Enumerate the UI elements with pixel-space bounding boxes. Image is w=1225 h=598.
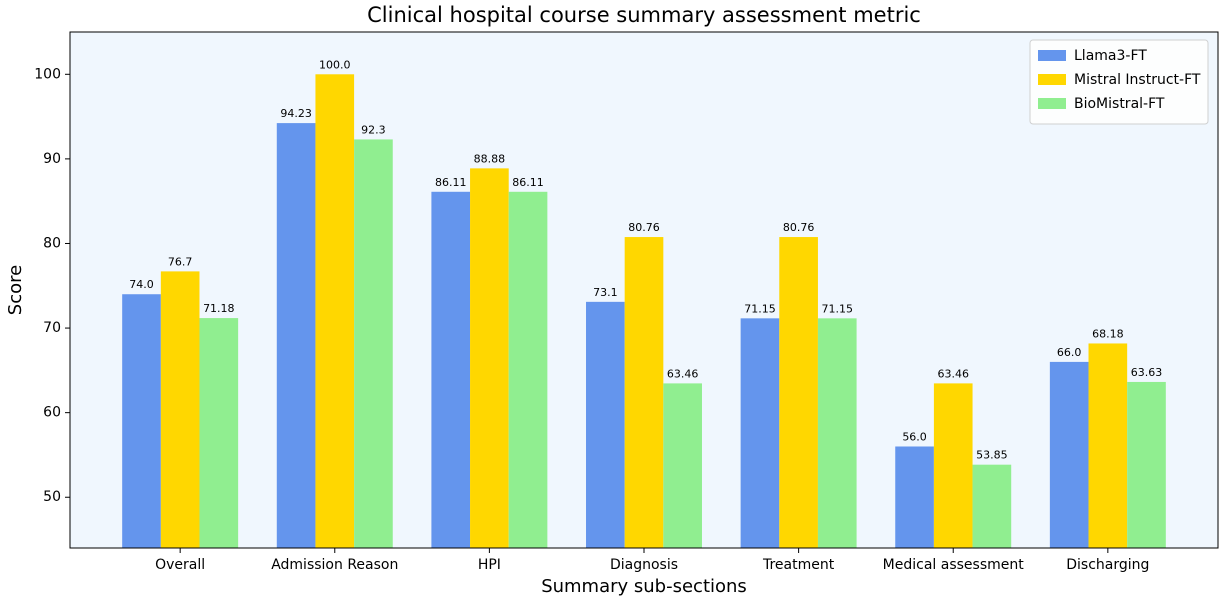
bar — [624, 237, 664, 548]
value-label: 63.46 — [937, 367, 969, 380]
legend-label: Mistral Instruct-FT — [1074, 72, 1201, 88]
value-label: 76.7 — [168, 255, 193, 268]
legend-label: BioMistral-FT — [1074, 96, 1165, 112]
value-label: 53.85 — [976, 449, 1008, 462]
bar — [972, 464, 1012, 548]
y-tick-label: 100 — [34, 66, 61, 82]
y-axis-label: Score — [5, 265, 26, 315]
value-label: 92.3 — [361, 123, 386, 136]
bar — [122, 294, 161, 548]
value-label: 71.15 — [744, 302, 776, 315]
value-label: 94.23 — [280, 107, 312, 120]
bar — [779, 237, 818, 548]
value-label: 71.18 — [203, 302, 235, 315]
legend-box — [1029, 39, 1209, 125]
x-tick-label: Diagnosis — [610, 557, 678, 573]
value-label: 73.1 — [593, 286, 618, 299]
bar — [199, 318, 239, 548]
value-label: 63.63 — [1131, 366, 1163, 379]
bar — [431, 191, 471, 548]
legend-swatch — [1038, 50, 1066, 61]
legend-label: Llama3-FT — [1074, 48, 1147, 64]
value-label: 74.0 — [129, 278, 154, 291]
bar — [895, 446, 934, 548]
value-label: 63.46 — [667, 367, 699, 380]
value-label: 80.76 — [628, 221, 660, 234]
x-axis-label: Summary sub-sections — [541, 576, 747, 597]
bar — [817, 318, 857, 548]
plot-frame — [69, 31, 1219, 549]
bar — [1049, 361, 1089, 548]
value-label: 66.0 — [1057, 346, 1082, 359]
value-label: 86.11 — [512, 176, 544, 189]
x-tick-label: HPI — [478, 557, 501, 573]
x-tick-label: Admission Reason — [271, 557, 398, 573]
value-label: 71.15 — [822, 302, 854, 315]
bar — [586, 301, 625, 548]
x-tick-label: Treatment — [762, 557, 835, 573]
value-label: 88.88 — [474, 152, 506, 165]
bar — [315, 74, 355, 549]
y-tick-label: 90 — [43, 151, 61, 167]
y-tick-label: 70 — [43, 320, 61, 336]
y-tick-label: 60 — [43, 405, 61, 421]
bar — [160, 271, 200, 548]
value-label: 80.76 — [783, 221, 815, 234]
x-tick-label: Discharging — [1066, 557, 1149, 573]
bar — [1127, 381, 1166, 548]
bar — [470, 168, 509, 548]
legend-swatch — [1038, 74, 1066, 85]
bar — [663, 383, 702, 548]
y-tick-label: 80 — [43, 235, 61, 251]
chart-title: Clinical hospital course summary assessm… — [367, 3, 921, 27]
value-label: 68.18 — [1092, 327, 1124, 340]
bar — [740, 318, 780, 548]
x-tick-label: Overall — [155, 557, 205, 573]
value-label: 100.0 — [319, 58, 351, 71]
value-label: 86.11 — [435, 176, 467, 189]
value-label: 56.0 — [902, 430, 927, 443]
bar — [508, 191, 548, 548]
bar — [933, 383, 973, 548]
bar — [276, 123, 316, 548]
bar — [1088, 343, 1128, 548]
bar — [354, 139, 393, 548]
y-tick-label: 50 — [43, 489, 61, 505]
legend-swatch — [1038, 98, 1066, 109]
x-tick-label: Medical assessment — [883, 557, 1025, 573]
